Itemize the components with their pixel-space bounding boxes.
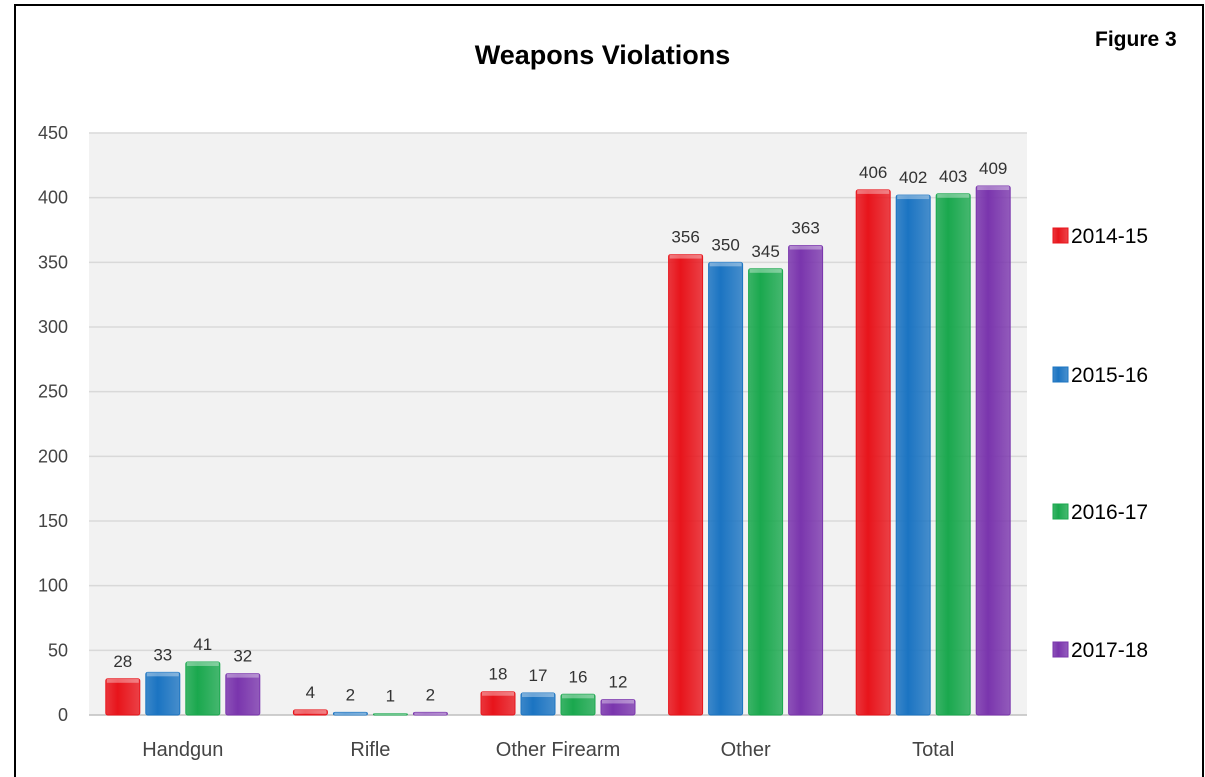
legend-swatch — [1052, 366, 1069, 383]
data-label: 402 — [899, 168, 927, 187]
data-label: 12 — [609, 672, 628, 691]
y-axis-ticks: 0 50 100 150 200 250 300 350 400 450 — [38, 123, 68, 725]
legend: 2014-15 2015-16 2016-17 2017-18 — [1052, 225, 1148, 662]
bar — [600, 698, 636, 716]
bar-highlight — [414, 712, 447, 715]
y-tick-label: 150 — [38, 511, 68, 531]
bar-highlight — [482, 691, 514, 696]
bar-highlight — [294, 709, 327, 714]
bar-highlight — [374, 713, 407, 715]
bar — [855, 189, 891, 716]
bar — [225, 673, 261, 716]
y-tick-label: 0 — [58, 705, 68, 725]
data-label: 33 — [153, 645, 172, 664]
data-label: 41 — [193, 635, 212, 654]
bar — [668, 254, 704, 716]
legend-label: 2017-18 — [1071, 639, 1148, 662]
y-tick-label: 300 — [38, 317, 68, 337]
category-labels: Handgun Rifle Other Firearm Other Total — [142, 739, 954, 761]
data-label: 32 — [233, 647, 252, 666]
data-label: 403 — [939, 167, 967, 186]
bar-highlight — [602, 699, 634, 704]
category-label: Handgun — [142, 739, 223, 761]
bar-highlight — [897, 195, 930, 200]
y-tick-label: 50 — [48, 640, 68, 660]
legend-label: 2015-16 — [1071, 364, 1148, 387]
data-label: 2 — [346, 685, 355, 704]
bar-highlight — [749, 268, 782, 273]
bar — [708, 261, 744, 716]
bar-highlight — [709, 262, 742, 267]
category-label: Rifle — [350, 739, 390, 761]
bar — [975, 185, 1011, 716]
bar — [332, 711, 368, 716]
y-tick-label: 100 — [38, 576, 68, 596]
y-tick-label: 400 — [38, 188, 68, 208]
bar-highlight — [106, 678, 139, 683]
category-label: Total — [912, 739, 954, 761]
data-label: 28 — [113, 652, 132, 671]
bar — [935, 193, 971, 716]
bar-highlight — [334, 712, 367, 715]
bar — [788, 245, 824, 716]
bar-highlight — [789, 245, 822, 250]
bar — [372, 713, 408, 716]
data-label: 1 — [386, 687, 395, 706]
bar-highlight — [146, 672, 179, 677]
data-label: 18 — [489, 665, 508, 684]
y-tick-label: 250 — [38, 382, 68, 402]
bar — [480, 691, 516, 716]
data-label: 16 — [569, 667, 588, 686]
bar — [185, 661, 221, 716]
data-label: 345 — [751, 242, 779, 261]
legend-swatch — [1052, 503, 1069, 520]
figure-label: Figure 3 — [1095, 28, 1177, 51]
bar-highlight — [977, 186, 1010, 191]
bar-highlight — [522, 693, 554, 698]
bar — [145, 671, 181, 716]
bar-highlight — [857, 189, 890, 194]
legend-swatch — [1052, 227, 1069, 244]
data-label: 356 — [671, 228, 699, 247]
bar-highlight — [226, 673, 259, 678]
y-tick-label: 450 — [38, 123, 68, 143]
bar — [412, 711, 448, 716]
y-tick-label: 350 — [38, 252, 68, 272]
legend-label: 2016-17 — [1071, 501, 1148, 524]
bars — [105, 185, 1011, 716]
bar — [560, 693, 596, 716]
chart-title: Weapons Violations — [474, 40, 731, 70]
bar-highlight — [669, 254, 702, 259]
bar-highlight — [186, 661, 219, 666]
bar-highlight — [562, 694, 594, 699]
data-label: 17 — [529, 666, 548, 685]
y-tick-label: 200 — [38, 446, 68, 466]
data-label: 2 — [426, 685, 435, 704]
data-label: 4 — [306, 683, 315, 702]
bar — [748, 268, 784, 716]
category-label: Other Firearm — [496, 739, 620, 761]
bar — [292, 709, 328, 716]
data-label: 409 — [979, 159, 1007, 178]
bar — [105, 678, 141, 716]
data-label: 363 — [791, 219, 819, 238]
legend-label: 2014-15 — [1071, 225, 1148, 248]
data-label: 406 — [859, 163, 887, 182]
data-label: 350 — [711, 235, 739, 254]
bar-highlight — [937, 193, 970, 198]
bar — [520, 692, 556, 716]
legend-swatch — [1052, 641, 1069, 658]
bar — [895, 194, 931, 716]
category-label: Other — [721, 739, 771, 761]
